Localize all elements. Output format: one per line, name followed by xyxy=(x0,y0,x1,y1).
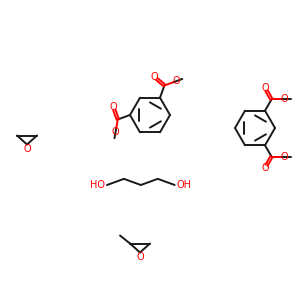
Text: HO: HO xyxy=(90,180,105,190)
Text: O: O xyxy=(23,145,31,154)
Text: O: O xyxy=(281,152,288,162)
Text: O: O xyxy=(110,102,117,112)
Text: O: O xyxy=(261,163,269,173)
Text: O: O xyxy=(281,94,288,104)
Text: O: O xyxy=(261,83,269,93)
Text: OH: OH xyxy=(177,180,192,190)
Text: O: O xyxy=(136,253,144,262)
Text: O: O xyxy=(151,72,158,82)
Text: O: O xyxy=(173,76,181,86)
Text: O: O xyxy=(112,127,119,137)
